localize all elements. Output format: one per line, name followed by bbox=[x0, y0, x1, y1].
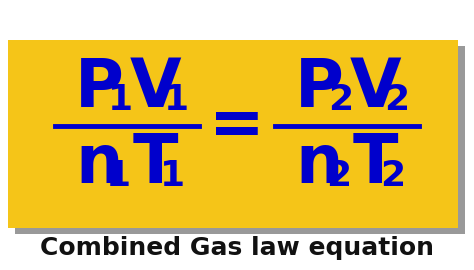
Text: 1: 1 bbox=[164, 83, 190, 117]
Text: 2: 2 bbox=[327, 159, 352, 193]
Bar bbox=[15, 46, 465, 234]
Text: P: P bbox=[294, 55, 344, 121]
Text: n: n bbox=[75, 131, 123, 197]
Text: P: P bbox=[74, 55, 123, 121]
Text: T: T bbox=[132, 131, 178, 197]
Text: =: = bbox=[209, 93, 265, 159]
Text: T: T bbox=[352, 131, 398, 197]
Text: 2: 2 bbox=[328, 83, 354, 117]
Text: Combined Gas law equation: Combined Gas law equation bbox=[40, 236, 434, 260]
Text: 1: 1 bbox=[109, 83, 134, 117]
Text: n: n bbox=[295, 131, 343, 197]
Text: 1: 1 bbox=[160, 159, 185, 193]
Text: 2: 2 bbox=[384, 83, 410, 117]
Text: V: V bbox=[349, 55, 401, 121]
Text: V: V bbox=[129, 55, 181, 121]
Text: 1: 1 bbox=[107, 159, 132, 193]
Bar bbox=[8, 40, 458, 228]
Text: 2: 2 bbox=[381, 159, 406, 193]
